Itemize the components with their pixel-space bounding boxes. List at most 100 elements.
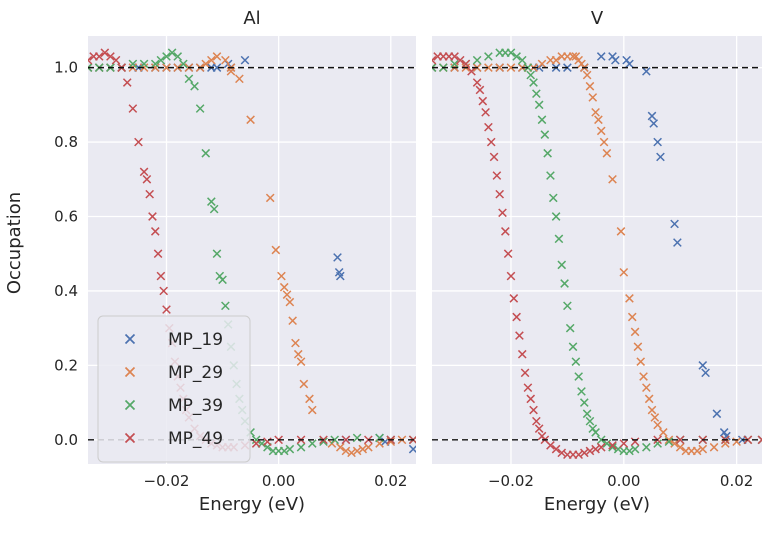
- data-point: [285, 444, 295, 454]
- data-point: [647, 405, 657, 415]
- y-tick-label: 0.8: [54, 133, 78, 151]
- data-point: [579, 398, 589, 407]
- data-point: [582, 409, 592, 419]
- data-point: [246, 115, 255, 125]
- data-point: [591, 107, 600, 117]
- panel-title: Al: [243, 8, 260, 29]
- data-point: [520, 368, 530, 378]
- data-point: [574, 450, 583, 460]
- data-point: [307, 439, 317, 448]
- data-point: [190, 81, 199, 91]
- data-point: [543, 148, 552, 158]
- data-point: [296, 357, 306, 366]
- data-point: [588, 93, 598, 102]
- data-point: [506, 271, 516, 281]
- data-point: [364, 442, 373, 452]
- data-point: [537, 115, 547, 125]
- data-point: [128, 59, 138, 69]
- data-point: [265, 193, 275, 203]
- data-point: [148, 212, 157, 221]
- data-point: [551, 212, 561, 221]
- data-point: [201, 148, 211, 158]
- data-point: [591, 428, 600, 437]
- data-point: [207, 55, 216, 65]
- x-tick-label: −0.02: [144, 472, 190, 490]
- data-point: [658, 428, 668, 437]
- data-point: [517, 349, 527, 359]
- data-point: [670, 219, 679, 229]
- legend-label: MP_19: [168, 330, 223, 350]
- data-point: [701, 368, 710, 378]
- data-point: [692, 446, 702, 456]
- data-point: [88, 55, 93, 65]
- data-point: [577, 387, 586, 396]
- data-markers: [432, 48, 762, 460]
- data-point: [162, 52, 171, 61]
- data-point: [94, 52, 104, 61]
- data-point: [642, 383, 651, 393]
- data-point: [279, 282, 289, 292]
- data-point: [481, 107, 490, 117]
- data-point: [608, 442, 617, 452]
- data-point: [209, 204, 219, 214]
- data-point: [557, 448, 567, 458]
- legend-label: MP_29: [168, 363, 223, 383]
- data-point: [341, 446, 351, 456]
- data-point: [299, 379, 309, 389]
- data-point: [432, 55, 437, 65]
- data-point: [139, 63, 149, 72]
- data-point: [721, 439, 730, 448]
- data-point: [408, 444, 416, 454]
- data-point: [568, 342, 578, 352]
- data-point: [649, 119, 659, 128]
- y-tick-label: 1.0: [54, 59, 78, 77]
- data-point: [619, 267, 629, 277]
- data-point: [288, 316, 297, 326]
- x-tick-label: 0.00: [262, 472, 295, 490]
- data-point: [128, 104, 138, 113]
- data-point: [134, 137, 143, 147]
- data-point: [712, 409, 722, 419]
- data-point: [582, 70, 592, 80]
- data-point: [526, 394, 536, 404]
- data-point: [534, 100, 544, 110]
- y-tick-label: 0.0: [54, 431, 78, 449]
- data-point: [551, 55, 561, 65]
- y-tick-label: 0.4: [54, 282, 78, 300]
- y-tick-label: 0.6: [54, 208, 78, 226]
- data-point: [506, 63, 516, 72]
- data-point: [585, 416, 595, 426]
- data-point: [537, 59, 547, 69]
- data-point: [150, 59, 160, 69]
- data-point: [106, 52, 115, 61]
- legend-marker: [124, 333, 136, 345]
- data-point: [432, 63, 437, 72]
- data-point: [611, 55, 620, 65]
- data-point: [478, 96, 488, 106]
- data-point: [619, 439, 629, 448]
- data-point: [307, 405, 317, 415]
- data-point: [212, 249, 222, 259]
- data-point: [647, 111, 657, 121]
- data-point: [571, 357, 581, 366]
- data-point: [251, 435, 261, 445]
- data-point: [450, 52, 459, 61]
- data-point: [540, 130, 550, 139]
- data-point: [579, 448, 589, 458]
- data-point: [330, 435, 340, 445]
- data-point: [305, 394, 314, 404]
- data-point: [495, 189, 505, 199]
- data-point: [599, 137, 609, 147]
- data-point: [201, 59, 211, 69]
- data-point: [698, 444, 708, 454]
- data-point: [512, 312, 521, 322]
- x-tick-label: 0.02: [720, 472, 753, 490]
- data-point: [656, 152, 665, 162]
- data-point: [529, 405, 538, 415]
- data-point: [221, 301, 230, 311]
- data-point: [472, 78, 482, 87]
- data-point: [523, 383, 533, 393]
- data-point: [670, 439, 679, 448]
- data-point: [568, 52, 578, 61]
- data-point: [279, 446, 289, 456]
